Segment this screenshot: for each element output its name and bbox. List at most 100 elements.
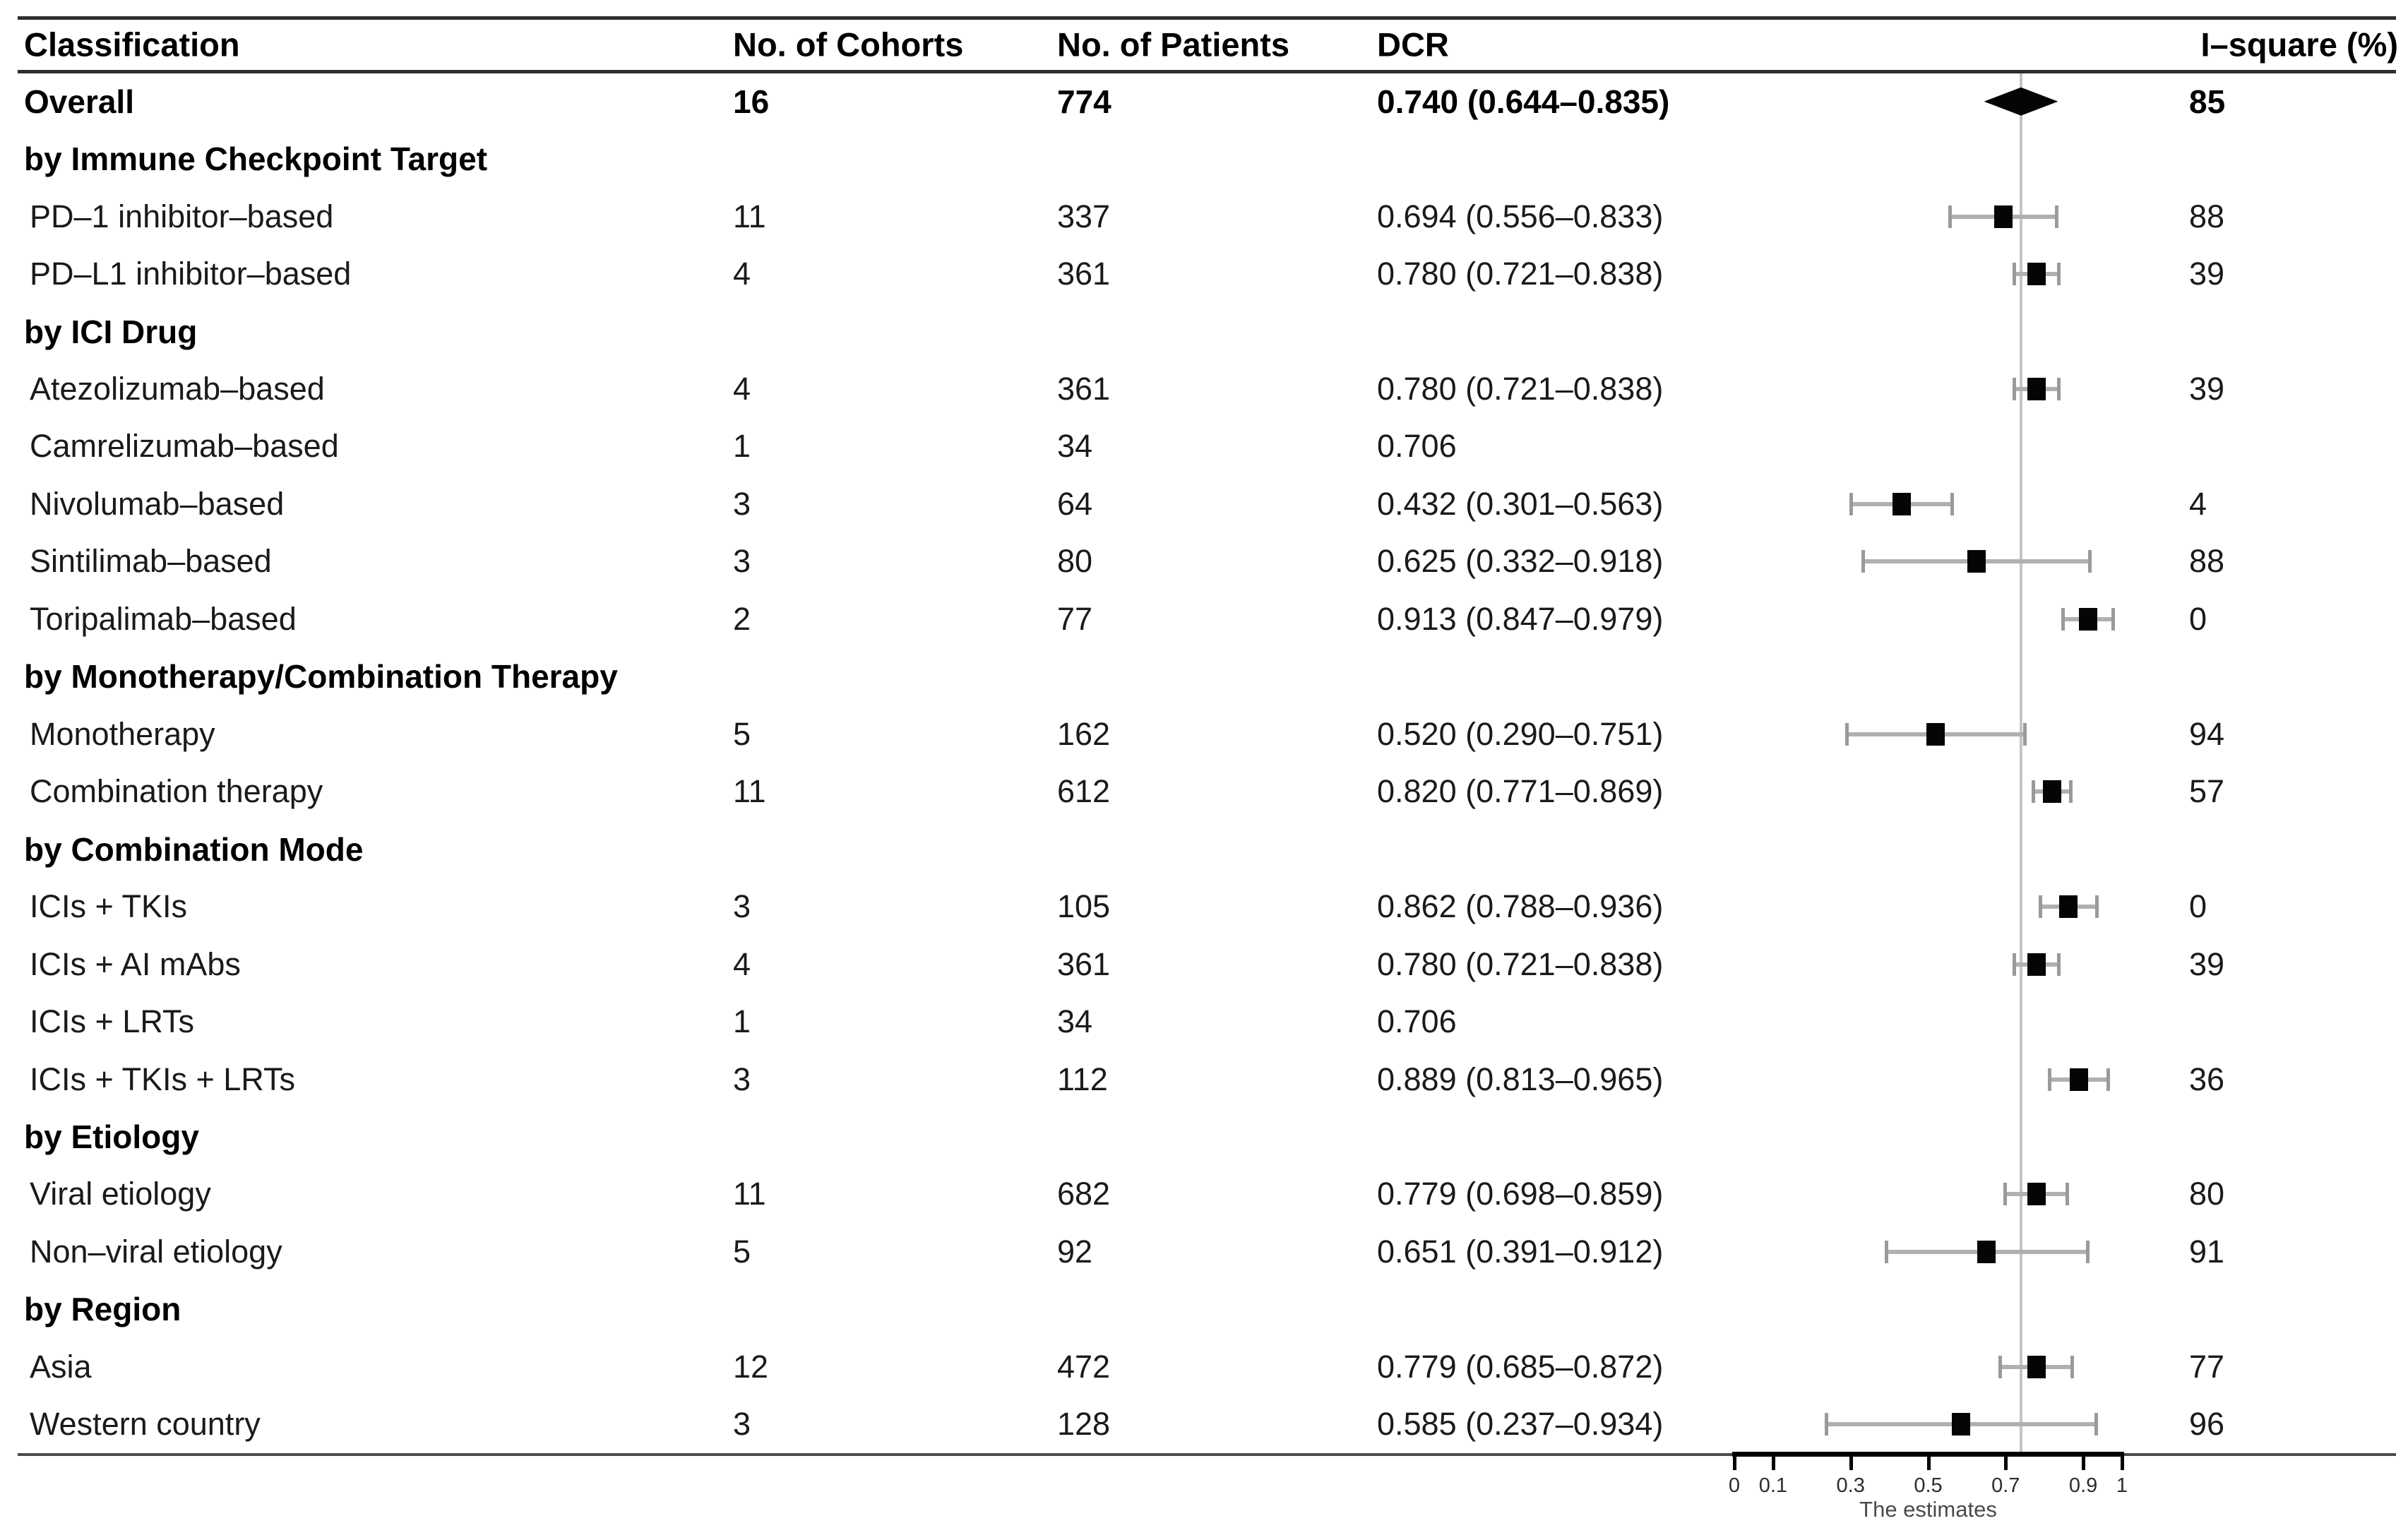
row-label: ICIs + TKIs	[30, 888, 187, 925]
estimate-marker	[1977, 1240, 1996, 1263]
estimate-marker	[2027, 1355, 2046, 1378]
ci-cap-right	[2087, 550, 2092, 573]
row-isquare: 36	[2189, 1061, 2225, 1097]
ci-cap-right	[2057, 263, 2061, 286]
ci-cap-left	[2012, 263, 2016, 286]
row-isquare: 94	[2189, 715, 2225, 752]
ci-cap-left	[1861, 550, 1866, 573]
row-isquare: 39	[2189, 256, 2225, 292]
row-label: by Monotherapy/Combination Therapy	[24, 658, 618, 696]
row-cohorts: 5	[733, 1233, 751, 1270]
row-patients: 472	[1057, 1348, 1111, 1385]
ci-cap-right	[2070, 1355, 2074, 1378]
ci-cap-right	[2069, 780, 2073, 804]
ci-cap-right	[2057, 953, 2061, 976]
ci-cap-left	[1825, 1413, 1829, 1436]
row-patients: 92	[1057, 1233, 1093, 1270]
row-patients: 105	[1057, 888, 1111, 925]
row-label: Nivolumab–based	[30, 485, 285, 522]
row-label: by Region	[24, 1291, 181, 1328]
row-cohorts: 3	[733, 485, 751, 522]
estimate-marker	[2027, 953, 2046, 976]
row-dcr: 0.779 (0.685–0.872)	[1377, 1348, 1664, 1385]
row-label: ICIs + TKIs + LRTs	[30, 1061, 295, 1097]
row-label: by Etiology	[24, 1118, 199, 1155]
row-patients: 612	[1057, 773, 1111, 810]
row-cohorts: 4	[733, 371, 751, 407]
row-isquare: 85	[2189, 83, 2226, 120]
row-isquare: 0	[2189, 600, 2207, 637]
row-patients: 80	[1057, 543, 1093, 580]
table-top-rule	[18, 16, 2396, 20]
axis-tick	[1733, 1452, 1736, 1470]
row-label: Overall	[24, 83, 134, 120]
row-cohorts: 11	[733, 1176, 766, 1212]
row-dcr: 0.706	[1377, 1003, 1457, 1040]
row-cohorts: 1	[733, 428, 751, 465]
row-label: Camrelizumab–based	[30, 428, 339, 465]
row-dcr: 0.862 (0.788–0.936)	[1377, 888, 1664, 925]
row-dcr: 0.780 (0.721–0.838)	[1377, 371, 1664, 407]
ci-cap-left	[2012, 953, 2016, 976]
column-header-cohorts: No. of Cohorts	[733, 25, 964, 64]
row-patients: 34	[1057, 1003, 1093, 1040]
row-patients: 361	[1057, 945, 1111, 982]
row-dcr: 0.706	[1377, 428, 1457, 465]
row-patients: 112	[1057, 1061, 1108, 1097]
column-header-dcr: DCR	[1377, 25, 1449, 64]
ci-cap-right	[2065, 1183, 2069, 1206]
column-header-isquare: I–square (%)	[2200, 25, 2398, 64]
row-patients: 361	[1057, 371, 1111, 407]
estimate-marker	[1994, 205, 2013, 228]
axis-tick-label: 0	[1728, 1474, 1741, 1497]
axis-tick	[1926, 1452, 1931, 1470]
row-dcr: 0.625 (0.332–0.918)	[1377, 543, 1664, 580]
row-cohorts: 5	[733, 715, 751, 752]
row-cohorts: 3	[733, 1406, 751, 1443]
row-dcr: 0.694 (0.556–0.833)	[1377, 198, 1664, 234]
estimate-marker	[1926, 722, 1945, 746]
row-label: Monotherapy	[30, 715, 215, 752]
row-dcr: 0.889 (0.813–0.965)	[1377, 1061, 1664, 1097]
row-isquare: 4	[2189, 485, 2207, 522]
row-cohorts: 4	[733, 945, 751, 982]
axis-tick-label: 0.3	[1836, 1474, 1865, 1497]
row-cohorts: 4	[733, 256, 751, 292]
row-dcr: 0.585 (0.237–0.934)	[1377, 1406, 1664, 1443]
row-dcr: 0.779 (0.698–0.859)	[1377, 1176, 1664, 1212]
axis-tick-label: 0.1	[1758, 1474, 1788, 1497]
axis-tick-label: 0.5	[1914, 1474, 1943, 1497]
estimate-marker	[2059, 895, 2078, 919]
overall-diamond	[1984, 87, 2058, 116]
axis-tick-label: 1	[2116, 1474, 2128, 1497]
estimate-marker	[2079, 607, 2098, 631]
estimate-marker	[2027, 378, 2046, 401]
ci-cap-left	[1845, 722, 1849, 746]
row-label: by Combination Mode	[24, 830, 364, 868]
x-axis-title: The estimates	[1859, 1497, 1997, 1522]
row-isquare: 39	[2189, 371, 2225, 407]
ci-cap-left	[1948, 205, 1953, 228]
row-label: PD–1 inhibitor–based	[30, 198, 334, 234]
row-dcr: 0.520 (0.290–0.751)	[1377, 715, 1664, 752]
row-isquare: 88	[2189, 198, 2225, 234]
row-isquare: 39	[2189, 945, 2225, 982]
row-label: ICIs + AI mAbs	[30, 945, 241, 982]
row-label: Toripalimab–based	[30, 600, 297, 637]
row-dcr: 0.432 (0.301–0.563)	[1377, 485, 1664, 522]
table-bottom-rule	[18, 1453, 2396, 1456]
ci-cap-left	[2048, 1068, 2052, 1091]
ci-cap-right	[2085, 1240, 2090, 1263]
row-cohorts: 3	[733, 543, 751, 580]
row-label: Viral etiology	[30, 1176, 211, 1212]
ci-cap-right	[2057, 378, 2061, 401]
axis-tick	[2004, 1452, 2008, 1470]
column-header-classification: Classification	[24, 25, 240, 64]
row-patients: 682	[1057, 1176, 1111, 1212]
row-isquare: 80	[2189, 1176, 2225, 1212]
ci-cap-right	[2111, 607, 2116, 631]
row-label: ICIs + LRTs	[30, 1003, 194, 1040]
row-cohorts: 11	[733, 773, 766, 810]
estimate-marker	[2027, 1183, 2046, 1206]
